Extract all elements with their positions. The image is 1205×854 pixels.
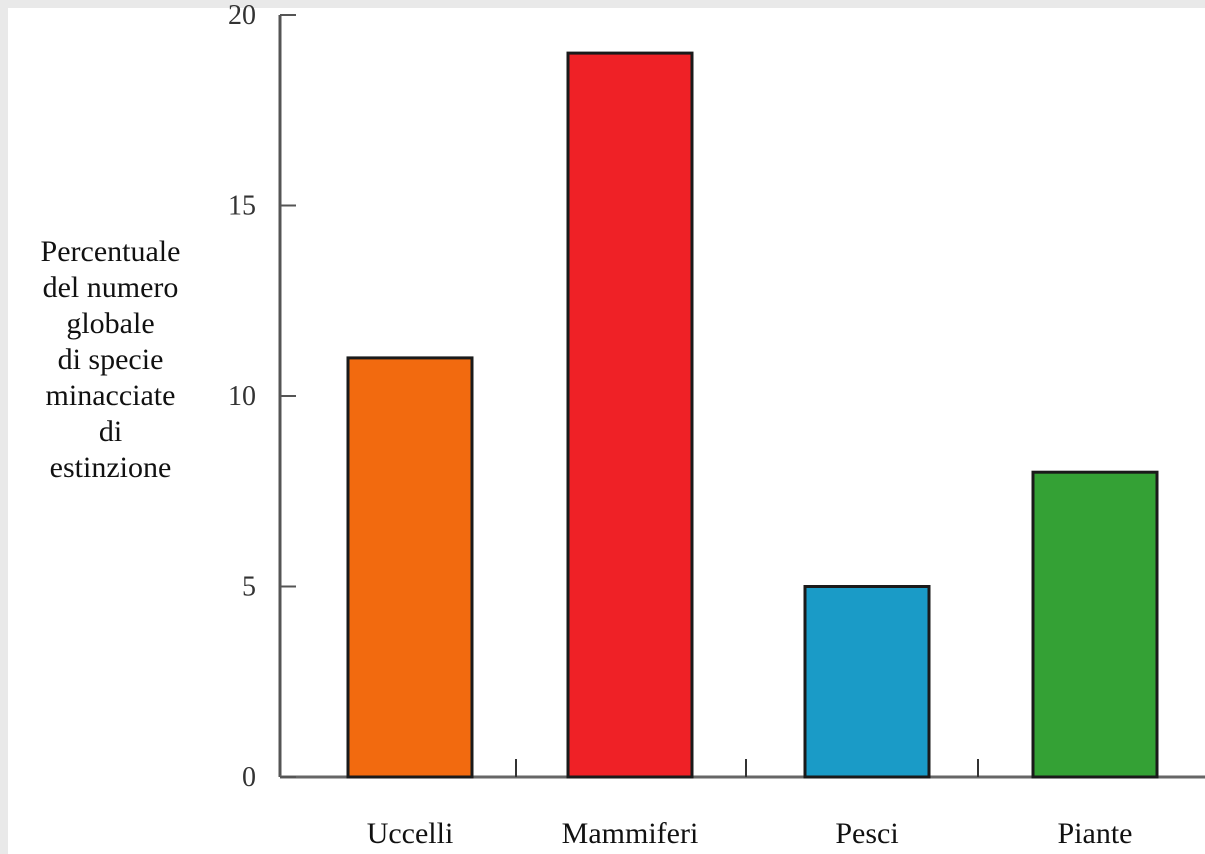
y-tick-label: 10 — [228, 381, 256, 412]
y-axis-label: Percentuale del numero globale di specie… — [8, 234, 213, 486]
bar — [566, 51, 694, 779]
y-axis-label-line: Percentuale — [40, 235, 181, 268]
y-axis-label-line: estinzione — [49, 451, 172, 484]
y-axis-label-line: di — [98, 415, 123, 448]
x-tick-label: Mammiferi — [562, 817, 699, 850]
y-axis-label-line: di specie — [57, 343, 164, 376]
y-tick-label: 15 — [228, 191, 256, 222]
y-axis-label-line: globale — [66, 307, 155, 340]
y-axis-label-line: del numero — [42, 271, 179, 304]
bar — [346, 356, 474, 779]
x-tick-label: Piante — [1058, 817, 1133, 850]
y-tick-label: 5 — [242, 572, 256, 603]
y-tick-label: 0 — [242, 762, 256, 793]
y-tick-label: 20 — [228, 0, 256, 31]
bar — [803, 585, 931, 779]
x-tick-label: Pesci — [835, 817, 898, 850]
x-tick-label: Uccelli — [367, 817, 454, 850]
bar — [1031, 470, 1159, 779]
y-axis-label-line: minacciate — [45, 379, 176, 412]
